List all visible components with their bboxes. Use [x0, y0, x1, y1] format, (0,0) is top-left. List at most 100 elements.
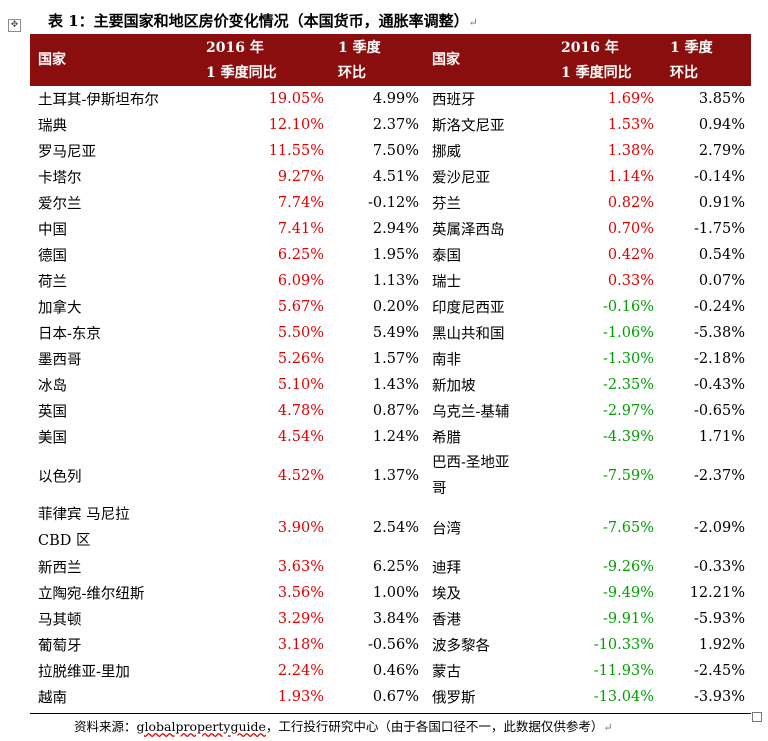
yoy-right-cell: -2.97% [603, 403, 654, 419]
source-note: 资料来源：globalpropertyguide，工行投行研究中心（由于各国口径… [74, 716, 613, 735]
yoy-right-cell: -2.35% [603, 377, 654, 393]
yoy-left-cell: 3.63% [277, 559, 324, 575]
qoq-left-cell: 0.87% [372, 403, 419, 419]
yoy-right-cell: 0.82% [607, 195, 654, 211]
country-right-cell-line2: 哥 [432, 481, 447, 497]
yoy-left-cell: 12.10% [268, 117, 324, 133]
yoy-right-cell: -7.65% [603, 520, 654, 536]
country-left-cell: 立陶宛-维尔纽斯 [38, 586, 145, 603]
qoq-left-cell: 0.20% [372, 299, 419, 315]
qoq-left-cell: 0.67% [372, 689, 419, 705]
qoq-right-cell: -0.33% [694, 559, 745, 575]
country-left-cell: 日本-东京 [38, 326, 101, 343]
yoy-left-cell: 9.27% [277, 169, 324, 185]
country-right-cell: 台湾 [432, 521, 461, 538]
country-right-cell: 新加坡 [432, 378, 476, 395]
table-row: 菲律宾 马尼拉 CBD 区 3.90% 2.54% 台湾 -7.65% -2.09% [30, 502, 751, 554]
table-move-handle-icon[interactable]: ✥ [8, 19, 21, 32]
header-qoq-right-line1: 1 季度 [670, 40, 713, 56]
qoq-left-cell: 4.51% [372, 169, 419, 185]
yoy-right-cell: -9.26% [603, 559, 654, 575]
yoy-left-cell: 2.24% [277, 663, 324, 679]
header-qoq-left-line2: 环比 [338, 65, 366, 81]
table-row: 马其顿 3.29% 3.84% 香港 -9.91% -5.93% [30, 606, 751, 632]
table-row: 荷兰 6.09% 1.13% 瑞士 0.33% 0.07% [30, 268, 751, 294]
country-left-cell-line2: CBD 区 [38, 533, 91, 549]
country-right-cell: 香港 [432, 612, 461, 629]
table-row: 土耳其-伊斯坦布尔 19.05% 4.99% 西班牙 1.69% 3.85% [30, 86, 751, 112]
table-row: 卡塔尔 9.27% 4.51% 爱沙尼亚 1.14% -0.14% [30, 164, 751, 190]
country-left-cell: 马其顿 [38, 612, 82, 629]
table-row: 中国 7.41% 2.94% 英属泽西岛 0.70% -1.75% [30, 216, 751, 242]
table-row: 加拿大 5.67% 0.20% 印度尼西亚 -0.16% -0.24% [30, 294, 751, 320]
qoq-right-cell: 1.71% [698, 429, 745, 445]
country-left-cell: 瑞典 [38, 118, 67, 135]
qoq-right-cell: -2.09% [694, 520, 745, 536]
country-left-cell: 美国 [38, 430, 67, 447]
header-yoy-left-line2: 1 季度同比 [206, 65, 277, 81]
qoq-left-cell: 1.37% [372, 468, 419, 484]
qoq-left-cell: -0.12% [368, 195, 419, 211]
qoq-left-cell: 1.43% [372, 377, 419, 393]
qoq-right-cell: -1.75% [694, 221, 745, 237]
country-left-cell: 德国 [38, 248, 67, 265]
header-country-left: 国家 [38, 52, 66, 68]
qoq-left-cell: 4.99% [372, 91, 419, 107]
qoq-right-cell: 1.92% [698, 637, 745, 653]
yoy-right-cell: -0.16% [603, 299, 654, 315]
table-row: 拉脱维亚-里加 2.24% 0.46% 蒙古 -11.93% -2.45% [30, 658, 751, 684]
country-right-cell: 爱沙尼亚 [432, 170, 490, 187]
yoy-left-cell: 6.25% [277, 247, 324, 263]
qoq-left-cell: 2.37% [372, 117, 419, 133]
qoq-right-cell: -2.37% [694, 468, 745, 484]
country-left-cell: 新西兰 [38, 560, 82, 577]
country-left-cell: 越南 [38, 690, 67, 707]
house-price-table: 国家 2016 年 1 季度同比 1 季度 环比 国家 2016 年 1 季度同… [30, 34, 751, 710]
table-row: 葡萄牙 3.18% -0.56% 波多黎各 -10.33% 1.92% [30, 632, 751, 658]
yoy-left-cell: 4.52% [277, 468, 324, 484]
qoq-right-cell: -0.24% [694, 299, 745, 315]
table-row: 英国 4.78% 0.87% 乌克兰-基辅 -2.97% -0.65% [30, 398, 751, 424]
country-left-cell: 拉脱维亚-里加 [38, 664, 130, 681]
qoq-right-cell: -2.18% [694, 351, 745, 367]
yoy-left-cell: 3.18% [277, 637, 324, 653]
qoq-left-cell: 1.57% [372, 351, 419, 367]
header-yoy-right-line2: 1 季度同比 [561, 65, 632, 81]
qoq-right-cell: 0.91% [698, 195, 745, 211]
country-right-cell: 俄罗斯 [432, 690, 476, 707]
country-right-cell: 英属泽西岛 [432, 222, 505, 239]
qoq-right-cell: -2.45% [694, 663, 745, 679]
qoq-right-cell: -3.93% [694, 689, 745, 705]
yoy-left-cell: 4.78% [277, 403, 324, 419]
header-yoy-left-line1: 2016 年 [206, 40, 264, 56]
qoq-right-cell: 12.21% [689, 585, 745, 601]
yoy-left-cell: 11.55% [268, 143, 324, 159]
country-left-cell: 罗马尼亚 [38, 144, 96, 161]
table-row: 新西兰 3.63% 6.25% 迪拜 -9.26% -0.33% [30, 554, 751, 580]
table-row: 罗马尼亚 11.55% 7.50% 挪威 1.38% 2.79% [30, 138, 751, 164]
country-right-cell: 埃及 [432, 586, 461, 603]
yoy-right-cell: 1.53% [607, 117, 654, 133]
yoy-left-cell: 5.67% [277, 299, 324, 315]
yoy-right-cell: -7.59% [603, 468, 654, 484]
qoq-right-cell: -0.65% [694, 403, 745, 419]
country-left-cell: 英国 [38, 404, 67, 421]
country-left-cell: 爱尔兰 [38, 196, 82, 213]
qoq-left-cell: 2.54% [372, 520, 419, 536]
country-left-cell-line1: 菲律宾 马尼拉 [38, 507, 130, 523]
country-left-cell: 土耳其-伊斯坦布尔 [38, 92, 159, 109]
table-row: 瑞典 12.10% 2.37% 斯洛文尼亚 1.53% 0.94% [30, 112, 751, 138]
table-header: 国家 2016 年 1 季度同比 1 季度 环比 国家 2016 年 1 季度同… [30, 34, 751, 86]
country-right-cell-line1: 巴西-圣地亚 [432, 455, 510, 471]
yoy-right-cell: 0.42% [607, 247, 654, 263]
table-row: 冰岛 5.10% 1.43% 新加坡 -2.35% -0.43% [30, 372, 751, 398]
header-country-right: 国家 [432, 52, 460, 68]
country-left-cell: 墨西哥 [38, 352, 82, 369]
qoq-left-cell: 7.50% [372, 143, 419, 159]
country-left-cell: 葡萄牙 [38, 638, 82, 655]
table-caption: 表 1：主要国家和地区房价变化情况（本国货币，通胀率调整）↵ [48, 10, 478, 31]
paragraph-mark-icon: ↵ [468, 16, 478, 29]
qoq-left-cell: 1.00% [372, 585, 419, 601]
source-prefix: 资料来源： [74, 719, 137, 734]
qoq-right-cell: 0.07% [698, 273, 745, 289]
